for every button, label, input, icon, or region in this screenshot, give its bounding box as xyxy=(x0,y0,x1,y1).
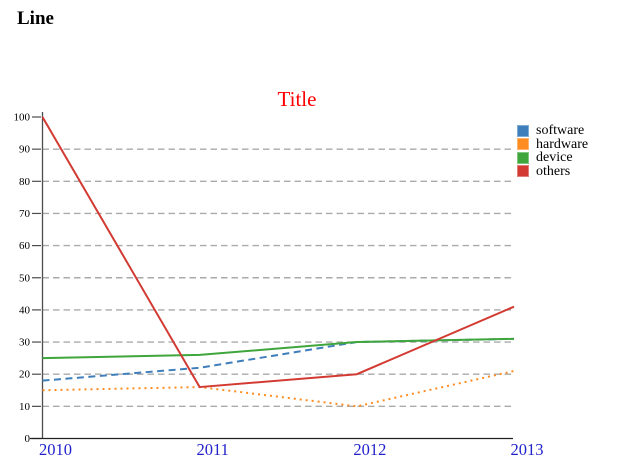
y-tick-label: 30 xyxy=(19,337,31,349)
y-tick-label: 10 xyxy=(19,401,31,413)
legend: software hardware device others xyxy=(517,124,588,178)
series-line-hardware xyxy=(42,370,515,408)
legend-item-software: software xyxy=(517,123,588,138)
legend-swatch-others xyxy=(517,165,529,177)
y-tick-label: 0 xyxy=(25,433,31,445)
y-tick-label: 60 xyxy=(19,240,31,252)
legend-item-hardware: hardware xyxy=(517,136,589,152)
series-line-others xyxy=(41,116,515,389)
legend-label: others xyxy=(536,163,571,179)
x-tick-label: 2010 xyxy=(39,440,72,459)
y-tick-label: 40 xyxy=(19,304,31,316)
y-tick-label: 100 xyxy=(14,112,31,124)
y-tick-label: 90 xyxy=(19,144,31,156)
legend-swatch-hardware xyxy=(517,138,529,150)
legend-label: device xyxy=(536,150,573,165)
legend-swatch-device xyxy=(517,151,529,164)
legend-label: hardware xyxy=(536,136,589,152)
y-tick-label: 50 xyxy=(19,272,31,284)
y-tick-label: 20 xyxy=(19,369,31,381)
x-tick-label: 2011 xyxy=(196,440,228,459)
legend-swatch-software xyxy=(517,124,529,137)
legend-item-others: others xyxy=(517,163,588,179)
x-tick-label: 2013 xyxy=(511,440,544,459)
x-tick-label: 2012 xyxy=(353,440,386,459)
y-tick-label: 70 xyxy=(19,208,31,220)
chart-title: Title xyxy=(277,87,317,111)
page-title: Line xyxy=(17,8,54,29)
legend-item-device: device xyxy=(517,150,588,165)
legend-label: software xyxy=(536,123,585,138)
y-tick-label: 80 xyxy=(19,176,31,188)
